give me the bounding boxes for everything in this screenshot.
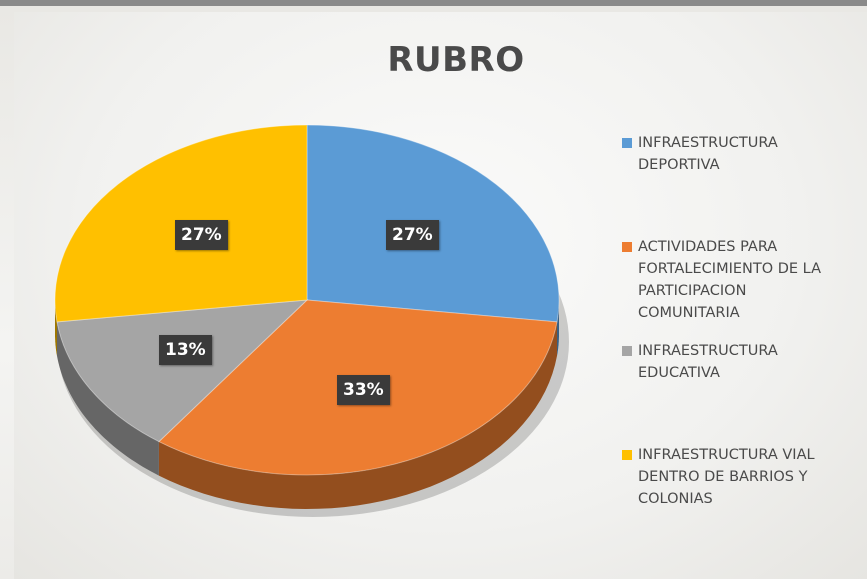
data-label: 27% bbox=[175, 220, 228, 250]
legend-swatch bbox=[622, 450, 632, 460]
data-label: 33% bbox=[337, 375, 390, 405]
legend-label: INFRAESTRUCTURA VIAL DENTRO DE BARRIOS Y… bbox=[638, 447, 815, 507]
legend-item: ACTIVIDADES PARA FORTALECIMIENTO DE LA P… bbox=[622, 236, 867, 321]
pie-slice-side bbox=[557, 300, 559, 356]
legend-swatch bbox=[622, 242, 632, 252]
pie-slice-side bbox=[55, 300, 57, 356]
legend-item: INFRAESTRUCTURA EDUCATIVA bbox=[622, 340, 867, 406]
legend-label: INFRAESTRUCTURA EDUCATIVA bbox=[638, 343, 778, 381]
data-label: 13% bbox=[159, 335, 212, 365]
pie-slice bbox=[56, 299, 309, 443]
pie-slice-side bbox=[57, 321, 159, 476]
legend-swatch bbox=[622, 346, 632, 356]
legend-item: INFRAESTRUCTURA DEPORTIVA bbox=[622, 132, 867, 198]
chart-title: RUBRO bbox=[387, 40, 525, 80]
data-label: 27% bbox=[386, 220, 439, 250]
pie-slice-side bbox=[158, 321, 557, 509]
legend-swatch bbox=[622, 138, 632, 148]
legend-label: ACTIVIDADES PARA FORTALECIMIENTO DE LA P… bbox=[638, 239, 822, 321]
legend-item: INFRAESTRUCTURA VIAL DENTRO DE BARRIOS Y… bbox=[622, 444, 867, 510]
legend-label: INFRAESTRUCTURA DEPORTIVA bbox=[638, 135, 778, 173]
